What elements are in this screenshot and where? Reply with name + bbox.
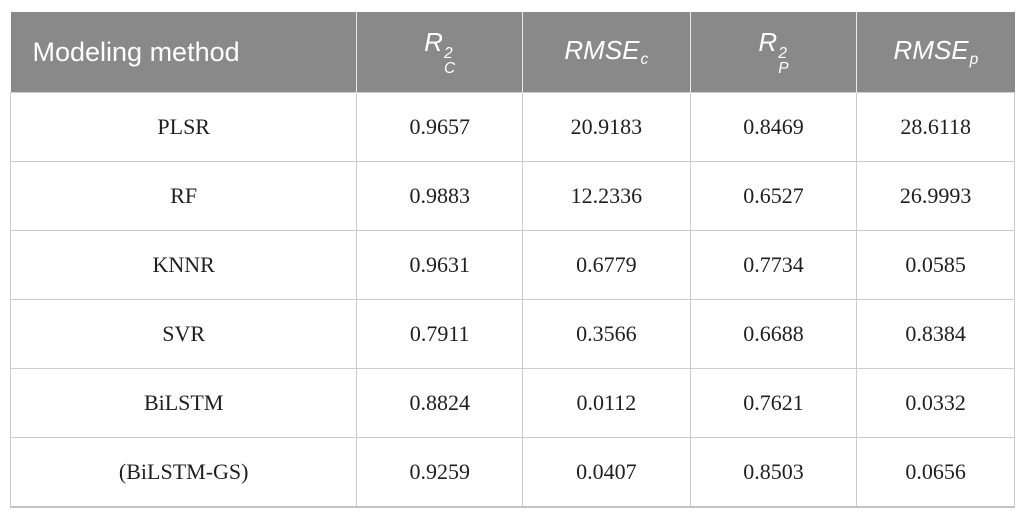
- rmsec-cell: 12.2336: [522, 161, 691, 231]
- rmsec-cell: 20.9183: [522, 92, 691, 162]
- rmsep-cell: 26.9993: [856, 161, 1015, 231]
- rmsec-subscript: c: [640, 51, 649, 69]
- r2p-superscript: 2: [778, 44, 787, 62]
- r2p-cell: 0.6688: [689, 299, 858, 369]
- method-cell: BiLSTM: [9, 368, 358, 438]
- rmsep-base: RMSE: [893, 34, 969, 65]
- r2c-cell: 0.9657: [356, 92, 524, 162]
- rmsep-cell: 0.0656: [856, 437, 1015, 508]
- r2p-cell: 0.7621: [689, 368, 858, 438]
- r2c-cell: 0.9259: [356, 437, 524, 508]
- r2p-subscript: P: [778, 60, 789, 78]
- rmsec-cell: 0.0112: [522, 368, 691, 438]
- col-header-rmsec: RMSEc: [522, 12, 691, 93]
- r2c-cell: 0.9883: [356, 161, 524, 231]
- table-row: (BiLSTM-GS) 0.9259 0.0407 0.8503 0.0656: [9, 437, 1015, 508]
- table-row: PLSR 0.9657 20.9183 0.8469 28.6118: [9, 92, 1015, 162]
- modeling-method-label: Modeling method: [32, 36, 240, 67]
- method-cell: KNNR: [9, 230, 358, 300]
- method-cell: RF: [9, 161, 358, 231]
- r2c-superscript: 2: [443, 44, 453, 62]
- r2p-cell: 0.8503: [689, 437, 858, 508]
- rmsec-base: RMSE: [564, 34, 640, 65]
- method-cell: (BiLSTM-GS): [9, 437, 358, 508]
- table-row: SVR 0.7911 0.3566 0.6688 0.8384: [9, 299, 1015, 369]
- r2c-cell: 0.9631: [356, 230, 524, 300]
- r2p-base: R: [758, 27, 778, 58]
- method-cell: SVR: [9, 299, 358, 369]
- rmsep-cell: 28.6118: [856, 92, 1015, 162]
- rmsec-cell: 0.0407: [522, 437, 691, 508]
- r2c-base: R: [424, 27, 443, 58]
- rmsep-cell: 0.0332: [856, 368, 1015, 438]
- rmsep-cell: 0.8384: [856, 299, 1015, 369]
- rmsec-cell: 0.6779: [522, 230, 691, 300]
- col-header-rmsep: RMSEp: [856, 12, 1015, 93]
- r2c-subscript: C: [443, 60, 456, 78]
- r2c-cell: 0.8824: [356, 368, 524, 438]
- rmsec-cell: 0.3566: [522, 299, 691, 369]
- r2p-cell: 0.6527: [689, 161, 858, 231]
- r2p-cell: 0.7734: [689, 230, 858, 300]
- col-header-modeling-method: Modeling method: [10, 12, 357, 93]
- method-cell: PLSR: [9, 92, 358, 162]
- table-row: RF 0.9883 12.2336 0.6527 26.9993: [9, 161, 1015, 231]
- r2p-cell: 0.8469: [689, 92, 858, 162]
- rmsep-cell: 0.0585: [856, 230, 1015, 300]
- table-row: KNNR 0.9631 0.6779 0.7734 0.0585: [9, 230, 1015, 300]
- rmsep-subscript: p: [969, 51, 979, 69]
- r2c-cell: 0.7911: [356, 299, 524, 369]
- table-row: BiLSTM 0.8824 0.0112 0.7621 0.0332: [9, 368, 1015, 438]
